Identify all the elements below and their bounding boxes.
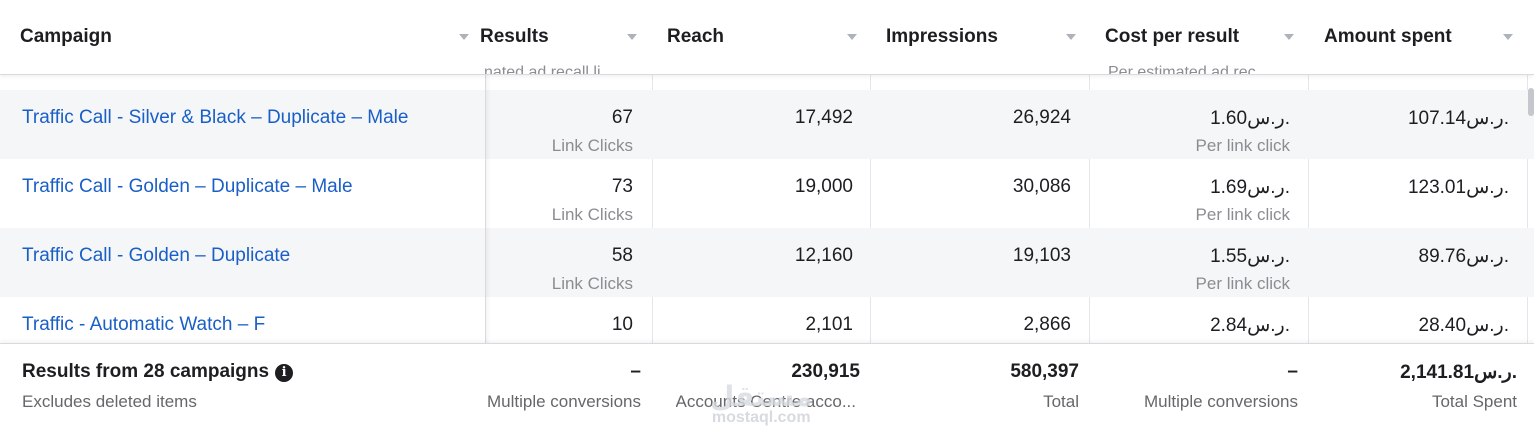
column-header-label: Impressions: [886, 26, 998, 47]
campaign-name-link[interactable]: Traffic Call - Golden – Duplicate – Male: [22, 176, 353, 197]
table-footer-summary: Results from 28 campaigns i Excludes dele…: [0, 343, 1534, 446]
vertical-scrollbar[interactable]: [1528, 88, 1534, 116]
impressions-value: 30,086: [1012, 176, 1071, 197]
table-row: Traffic Call - Golden – Duplicate – Male…: [0, 159, 1534, 228]
column-divider: [652, 0, 653, 445]
summary-cost: –: [1287, 361, 1298, 382]
column-divider: [1308, 0, 1309, 445]
summary-cost-note: Multiple conversions: [1143, 392, 1298, 411]
sort-chevron-icon[interactable]: [1503, 34, 1513, 40]
amount-spent-value: 89.76ر.س.: [1418, 246, 1509, 267]
summary-reach-note: Accounts Centre acco...: [675, 392, 856, 411]
campaign-name-link[interactable]: Traffic Call - Golden – Duplicate: [22, 245, 291, 266]
column-header-label: Cost per result: [1105, 26, 1240, 47]
column-header-campaign[interactable]: Campaign: [0, 0, 485, 74]
cost-per-result-type: Per link click: [1195, 136, 1290, 155]
results-value: 10: [611, 314, 633, 335]
reach-value: 2,101: [805, 314, 853, 335]
cost-per-result-value: 1.69ر.س.: [1210, 177, 1290, 198]
column-header-subtitle: nated ad recall li...: [484, 64, 614, 74]
results-type: Link Clicks: [551, 136, 633, 155]
results-value: 58: [611, 245, 633, 266]
summary-amount-spent: 2,141.81ر.س.: [1400, 362, 1517, 383]
summary-title: Results from 28 campaigns i: [22, 361, 294, 383]
column-divider: [870, 0, 871, 445]
column-header-cost-per-result[interactable]: Cost per result Per estimated ad rec...: [1090, 0, 1308, 74]
results-type: Link Clicks: [551, 274, 633, 293]
summary-results: –: [630, 361, 641, 382]
cost-per-result-value: 2.84ر.س.: [1210, 315, 1290, 336]
watermark-arabic: مستقل: [710, 380, 813, 413]
reach-value: 17,492: [794, 107, 853, 128]
summary-results-note: Multiple conversions: [486, 392, 641, 411]
summary-subtitle: Excludes deleted items: [22, 392, 197, 411]
results-type: Link Clicks: [551, 205, 633, 224]
column-header-subtitle: Per estimated ad rec...: [1108, 64, 1269, 74]
column-header-label: Campaign: [20, 26, 112, 47]
column-header-reach[interactable]: Reach: [653, 0, 870, 74]
impressions-value: 26,924: [1012, 107, 1071, 128]
amount-spent-value: 123.01ر.س.: [1407, 177, 1509, 198]
info-icon[interactable]: i: [275, 364, 294, 382]
column-header-impressions[interactable]: Impressions: [871, 0, 1089, 74]
table-row: Traffic Call - Golden – Duplicate 58 Lin…: [0, 228, 1534, 297]
sort-chevron-icon[interactable]: [1066, 34, 1076, 40]
column-divider: [1089, 0, 1090, 445]
summary-amount-spent-note: Total Spent: [1431, 392, 1517, 411]
column-header-label: Reach: [667, 26, 725, 47]
summary-impressions-note: Total: [1043, 392, 1079, 411]
campaign-name-link[interactable]: Traffic Call - Silver & Black – Duplicat…: [22, 107, 409, 128]
amount-spent-value: 107.14ر.س.: [1407, 108, 1509, 129]
campaign-name-link[interactable]: Traffic - Automatic Watch – F: [22, 314, 266, 335]
column-header-results[interactable]: Results nated ad recall li...: [480, 0, 652, 74]
sort-chevron-icon[interactable]: [847, 34, 857, 40]
reach-value: 19,000: [794, 176, 853, 197]
table-header: Campaign Results nated ad recall li... R…: [0, 0, 1534, 75]
column-divider: [1527, 0, 1528, 445]
cost-per-result-type: Per link click: [1195, 205, 1290, 224]
sort-chevron-icon[interactable]: [627, 34, 637, 40]
summary-title-text: Results from 28 campaigns: [22, 361, 270, 382]
impressions-value: 2,866: [1023, 314, 1071, 335]
column-header-label: Amount spent: [1324, 26, 1452, 47]
watermark-logo: مستقل mostaql.com: [710, 380, 812, 427]
impressions-value: 19,103: [1012, 245, 1071, 266]
watermark-latin: mostaql.com: [711, 409, 811, 426]
cost-per-result-value: 1.55ر.س.: [1210, 246, 1290, 267]
summary-impressions: 580,397: [1010, 361, 1079, 382]
table-row: Traffic Call - Silver & Black – Duplicat…: [0, 90, 1534, 159]
amount-spent-value: 28.40ر.س.: [1418, 315, 1509, 336]
sort-chevron-icon[interactable]: [459, 34, 469, 40]
cost-per-result-type: Per link click: [1195, 274, 1290, 293]
results-value: 67: [611, 107, 633, 128]
column-header-label: Results: [480, 26, 549, 47]
sort-chevron-icon[interactable]: [1284, 34, 1294, 40]
reach-value: 12,160: [794, 245, 853, 266]
summary-reach: 230,915: [791, 361, 860, 382]
column-header-amount-spent[interactable]: Amount spent: [1309, 0, 1527, 74]
results-value: 73: [611, 176, 633, 197]
cost-per-result-value: 1.60ر.س.: [1210, 108, 1290, 129]
